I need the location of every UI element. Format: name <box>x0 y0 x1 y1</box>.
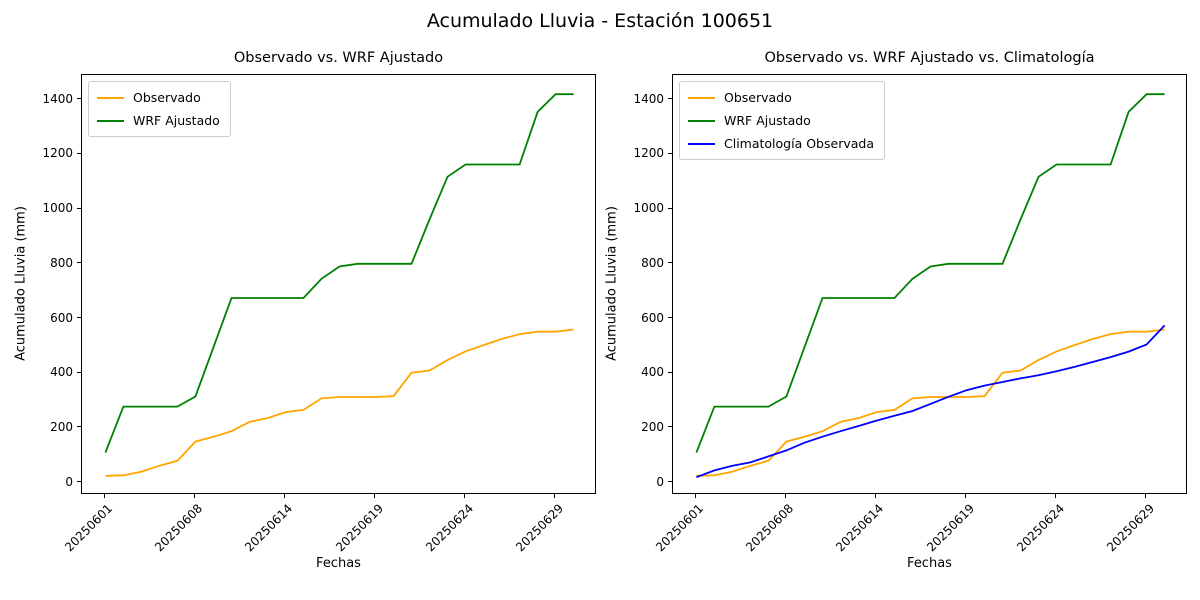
y-tick-label: 200 <box>641 419 664 434</box>
y-tick-label: 600 <box>50 310 73 325</box>
legend-item: Observado <box>97 86 220 109</box>
x-tickmark <box>103 494 105 498</box>
x-tickmark <box>554 494 556 498</box>
y-axis-label: Acumulado Lluvia (mm) <box>13 206 29 361</box>
legend-line-swatch <box>688 142 715 145</box>
y-tick-label: 800 <box>50 255 73 270</box>
legend: Observado WRF Ajustado Climatología Observ… <box>679 81 885 160</box>
chart-title: Observado vs. WRF Ajustado vs. Climatolo… <box>764 50 1095 66</box>
legend-label: WRF Ajustado <box>724 113 811 128</box>
y-tickmark <box>77 317 81 319</box>
line-observado <box>696 328 1165 477</box>
legend-item: WRF Ajustado <box>688 109 874 132</box>
y-tick-label: 1200 <box>633 146 664 161</box>
legend-item: Climatología Observada <box>688 132 874 155</box>
x-tick-label-date: 20250614 <box>833 501 887 555</box>
y-tick-label: 400 <box>641 365 664 380</box>
x-tick-label-date: 20250608 <box>152 501 206 555</box>
y-tick-label: 1400 <box>42 91 73 106</box>
y-tickmark <box>668 262 672 264</box>
x-tick-label-date: 20250601 <box>62 501 116 555</box>
figure-title: Acumulado Lluvia - Estación 100651 <box>426 10 774 32</box>
y-tick-label: 1000 <box>42 201 73 216</box>
y-tickmark <box>77 152 81 154</box>
y-tick-label: 0 <box>656 474 664 489</box>
x-tick-label-date: 20250629 <box>1103 501 1157 555</box>
y-tickmark <box>668 481 672 483</box>
x-tick-label-date: 20250614 <box>242 501 296 555</box>
y-tickmark <box>668 98 672 100</box>
legend-item: WRF Ajustado <box>97 109 220 132</box>
y-tickmark <box>668 207 672 209</box>
x-tickmark <box>1145 494 1147 498</box>
line-observado <box>105 328 574 477</box>
x-tickmark <box>874 494 876 498</box>
y-tickmark <box>668 317 672 319</box>
y-tick-label: 0 <box>65 474 73 489</box>
x-tickmark <box>1055 494 1057 498</box>
x-tick-label-date: 20250601 <box>653 501 707 555</box>
y-tickmark <box>77 426 81 428</box>
y-tick-label: 1000 <box>633 201 664 216</box>
legend-label: WRF Ajustado <box>133 113 220 128</box>
chart-title: Observado vs. WRF Ajustado <box>233 50 444 66</box>
x-axis-label: Fechas <box>316 556 361 571</box>
legend: Observado WRF Ajustado <box>88 81 231 137</box>
x-tick-label-date: 20250624 <box>1013 501 1067 555</box>
legend-line-swatch <box>97 119 124 122</box>
y-tick-label: 1200 <box>42 146 73 161</box>
legend-label: Observado <box>724 90 792 105</box>
legend-label: Climatología Observada <box>724 136 874 151</box>
x-tick-label-date: 20250619 <box>923 501 977 555</box>
y-tick-label: 600 <box>641 310 664 325</box>
plot-area <box>81 74 596 494</box>
line-climatolog-a-observada <box>696 324 1166 479</box>
x-tickmark <box>283 494 285 498</box>
y-tickmark <box>77 98 81 100</box>
y-tick-label: 400 <box>50 365 73 380</box>
legend-line-swatch <box>688 96 715 99</box>
x-tick-label-date: 20250608 <box>743 501 797 555</box>
y-tickmark <box>668 152 672 154</box>
x-tick-label-date: 20250619 <box>332 501 386 555</box>
y-tickmark <box>77 207 81 209</box>
x-tick-label-date: 20250624 <box>422 501 476 555</box>
x-tickmark <box>784 494 786 498</box>
legend-line-swatch <box>97 96 124 99</box>
x-tick-label-date: 20250629 <box>512 501 566 555</box>
x-tickmark <box>464 494 466 498</box>
y-tick-label: 1400 <box>633 91 664 106</box>
y-tickmark <box>668 426 672 428</box>
y-tick-label: 200 <box>50 419 73 434</box>
y-tick-label: 800 <box>641 255 664 270</box>
legend-label: Observado <box>133 90 201 105</box>
x-tickmark <box>193 494 195 498</box>
x-tickmark <box>374 494 375 498</box>
y-axis-label: Acumulado Lluvia (mm) <box>604 206 620 361</box>
x-tickmark <box>694 494 696 498</box>
y-tickmark <box>77 481 81 483</box>
y-tickmark <box>668 371 672 373</box>
line-wrf-ajustado <box>695 93 1165 453</box>
y-tickmark <box>77 371 81 373</box>
legend-line-swatch <box>688 119 715 122</box>
x-axis-label: Fechas <box>907 556 952 571</box>
y-tickmark <box>77 262 81 264</box>
line-wrf-ajustado <box>104 93 574 453</box>
x-tickmark <box>965 494 966 498</box>
legend-item: Observado <box>688 86 874 109</box>
